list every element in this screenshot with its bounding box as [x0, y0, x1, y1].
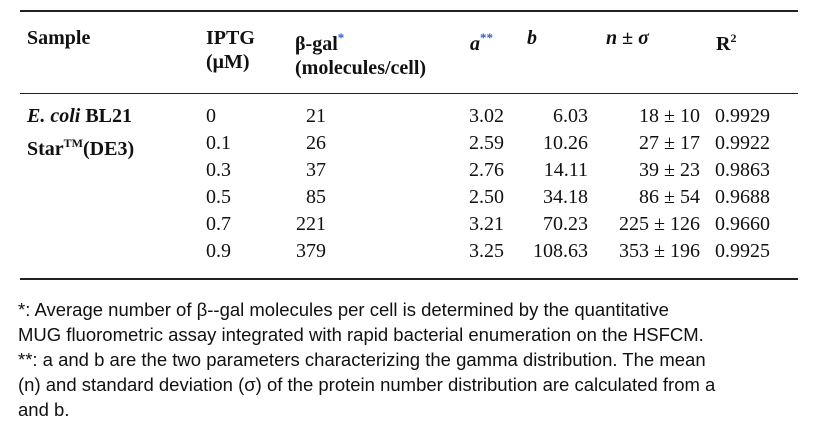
header-a-label: a: [470, 33, 480, 55]
header-bgal: β-gal* (molecules/cell): [295, 26, 426, 80]
table-cell: 27 ± 17: [639, 132, 700, 154]
column-iptg: 0 0.1 0.3 0.5 0.7 0.9: [206, 103, 266, 265]
table-cell: 39 ± 23: [639, 159, 700, 181]
footnote-1-continued: MUG fluorometric assay integrated with r…: [18, 324, 704, 345]
sample-species: E. coli: [27, 105, 81, 127]
table-cell: 21: [306, 105, 326, 127]
header-iptg-label: IPTG: [206, 27, 255, 49]
column-r2: 0.9929 0.9922 0.9863 0.9688 0.9660 0.992…: [715, 103, 791, 265]
header-bgal-unit: (molecules/cell): [295, 57, 427, 79]
footnote-2-end: and b.: [18, 399, 70, 420]
table-cell: 26: [306, 132, 326, 154]
table-cell: 18 ± 10: [639, 105, 700, 127]
header-b: b: [527, 27, 537, 49]
sample-name: E. coli BL21 StarTM(DE3): [27, 103, 134, 163]
table-cell: 14.11: [543, 159, 588, 181]
table-cell: 108.63: [533, 240, 588, 262]
header-r2: R2: [716, 26, 736, 56]
header-a: a**: [470, 26, 493, 56]
footnote-2-continued: (n) and standard deviation (σ) of the pr…: [18, 374, 716, 395]
sample-variant-suffix: (DE3): [83, 138, 135, 160]
column-a: 3.02 2.59 2.76 2.50 3.21 3.25: [469, 103, 529, 265]
table-cell: 225 ± 126: [619, 213, 700, 235]
table-header-rule: [20, 93, 798, 94]
header-n-sigma: n ± σ: [606, 27, 649, 49]
footnote-1: *: Average number of β--gal molecules pe…: [18, 299, 669, 320]
table-cell: 3.25: [469, 240, 504, 262]
table-bottom-rule: [20, 278, 798, 280]
table-cell: 86 ± 54: [639, 186, 700, 208]
table-cell: 0.9929: [715, 105, 770, 127]
table-cell: 0.5: [206, 186, 231, 208]
header-bgal-footnote-mark: *: [337, 30, 345, 45]
trademark-mark: TM: [63, 136, 84, 150]
table-cell: 2.50: [469, 186, 504, 208]
table-cell: 0.9: [206, 240, 231, 262]
footnote-2: **: a and b are the two parameters chara…: [18, 349, 706, 370]
header-a-footnote-mark: **: [480, 30, 493, 45]
table-cell: 0.3: [206, 159, 231, 181]
header-bgal-label: β-gal: [295, 33, 338, 55]
sample-variant: Star: [27, 138, 64, 160]
table-top-rule: [20, 10, 798, 12]
table-cell: 3.21: [469, 213, 504, 235]
table-cell: 0.9925: [715, 240, 770, 262]
table-cell: 0.1: [206, 132, 231, 154]
sample-strain: BL21: [80, 105, 133, 127]
table-cell: 0.9863: [715, 159, 770, 181]
table-cell: 0.9660: [715, 213, 770, 235]
table-cell: 37: [306, 159, 326, 181]
table-cell: 6.03: [553, 105, 588, 127]
table-cell: 10.26: [543, 132, 588, 154]
column-b: 6.03 10.26 14.11 34.18 70.23 108.63: [520, 103, 588, 265]
column-n-sigma: 18 ± 10 27 ± 17 39 ± 23 86 ± 54 225 ± 12…: [598, 103, 700, 265]
table-cell: 2.59: [469, 132, 504, 154]
table-cell: 85: [306, 186, 326, 208]
table-cell: 0.9922: [715, 132, 770, 154]
header-iptg: IPTG (μM): [206, 26, 255, 74]
table-cell: 221: [296, 213, 326, 235]
table-cell: 353 ± 196: [619, 240, 700, 262]
table-cell: 3.02: [469, 105, 504, 127]
table-cell: 34.18: [543, 186, 588, 208]
header-sample: Sample: [27, 27, 91, 49]
header-r2-superscript: 2: [730, 31, 737, 45]
header-r2-label: R: [716, 33, 731, 55]
header-iptg-unit: (μM): [206, 51, 250, 73]
table-cell: 70.23: [543, 213, 588, 235]
column-bgal: 21 26 37 85 221 379: [296, 103, 356, 265]
table-cell: 0.9688: [715, 186, 770, 208]
table-cell: 2.76: [469, 159, 504, 181]
table-cell: 0: [206, 105, 216, 127]
table-cell: 0.7: [206, 213, 231, 235]
table-cell: 379: [296, 240, 326, 262]
